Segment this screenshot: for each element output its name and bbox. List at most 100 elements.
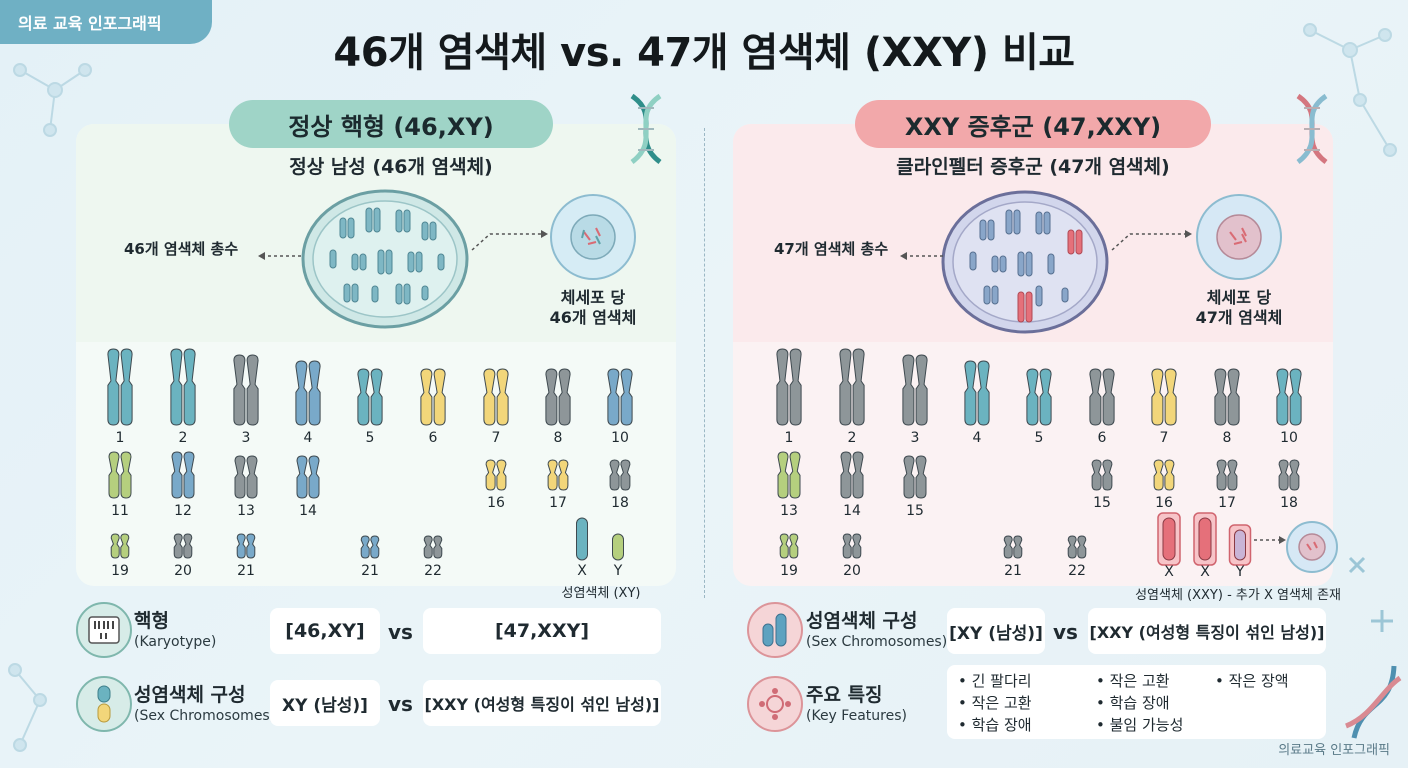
chromosome-number: 2 [178, 430, 188, 446]
category-badge: 의료 교육 인포그래픽 [0, 0, 212, 44]
normal-sex-chromosome-value: XY (남성)] [270, 680, 380, 726]
chromosome-number: 6 [1097, 430, 1107, 446]
chromosome-number: 20 [174, 563, 192, 579]
chromosome-number: 21 [361, 563, 379, 579]
chromosome-number: 3 [910, 430, 920, 446]
xxy-sex-chromosome-value: [XXY (여성형 특징이 섞인 남성)] [1088, 608, 1326, 654]
chromosome-number: 19 [780, 563, 798, 579]
x-chromosome [576, 517, 588, 561]
molecule-decoration-top-right [1303, 23, 1397, 157]
chromosome-pair [1003, 535, 1023, 559]
normal-karyotype-heading: 정상 핵형 (46,XY) [229, 100, 553, 148]
x-chromosome [1157, 512, 1181, 566]
somatic-cell-icon [1254, 521, 1338, 573]
chromosome-number: 1 [115, 430, 125, 446]
dna-icon [1344, 665, 1402, 739]
chromosome-number: 12 [174, 503, 192, 519]
chromosome-number: 14 [843, 503, 861, 519]
chromosome-pair [234, 455, 258, 499]
chromosome-pair [777, 451, 801, 499]
chromosome-number: 11 [111, 503, 129, 519]
key-features-row-title: 주요 특징 [806, 684, 883, 706]
vs-label: vs [388, 620, 413, 644]
chromosome-pair [1276, 368, 1302, 426]
chromosome-pair [842, 533, 862, 559]
arrow-icon [258, 252, 302, 260]
xxy-karyogram-chromosomes [776, 348, 1302, 566]
chromosome-pair [357, 368, 383, 426]
chromosome-pair [776, 348, 802, 426]
sex-chromosome-x-label: X [1164, 564, 1174, 580]
chromosome-pair [902, 354, 928, 426]
chromosome-number: 13 [237, 503, 255, 519]
normal-nucleus-illustration [301, 189, 469, 329]
chromosome-pair [779, 533, 799, 559]
karyotype-row-title: 핵형 [134, 610, 169, 632]
chromosome-number: 7 [491, 430, 501, 446]
chromosome-number: 6 [428, 430, 438, 446]
dna-icon [630, 93, 662, 165]
footer-credit: 의료교육 인포그래픽 [1278, 743, 1390, 758]
chromosome-pair [483, 368, 509, 426]
page-title: 46개 염색체 vs. 47개 염색체 (XXY) 비교 [333, 30, 1075, 76]
cell-label-line2: 47개 염색체 [1195, 308, 1283, 327]
chromosome-pair [1026, 368, 1052, 426]
chromosome-pair [1214, 368, 1240, 426]
chromosome-number: 5 [365, 430, 375, 446]
y-chromosome [1228, 524, 1252, 566]
chromosome-number: 2 [847, 430, 857, 446]
chromosome-pair [423, 535, 443, 559]
chromosome-number: 10 [611, 430, 629, 446]
chromosome-number: 16 [1155, 495, 1173, 511]
chromosome-pair [1151, 368, 1177, 426]
chromosome-number: 17 [1218, 495, 1236, 511]
key-features-box [947, 665, 1326, 739]
chromosome-pair [1278, 459, 1300, 491]
chromosome-pair [964, 360, 990, 426]
arrow-icon [471, 230, 548, 251]
feature-item: • 작은 장액 [1215, 672, 1289, 690]
sex-chromosome-caption: 성염색체 (XY) [561, 586, 641, 601]
extra-x-chromosome [1193, 512, 1217, 566]
chromosome-number: 15 [1093, 495, 1111, 511]
normal-karyogram-chromosomes [107, 348, 633, 561]
chromosome-pair [108, 451, 132, 499]
sex-chromosome-icon [747, 602, 803, 658]
chromosome-number: 21 [1004, 563, 1022, 579]
chromosome-number: 4 [972, 430, 982, 446]
chromosome-pair [1216, 459, 1238, 491]
sex-chromosome-row-title: 성염색체 구성 [134, 684, 246, 706]
chromosome-number: 5 [1034, 430, 1044, 446]
chromosome-number: 10 [1280, 430, 1298, 446]
key-features-icon [747, 676, 803, 732]
chromosome-pair [110, 533, 130, 559]
chromosome-pair [236, 533, 256, 559]
feature-item: • 작은 고환 [958, 694, 1032, 712]
feature-item: • 긴 팔다리 [958, 672, 1032, 690]
chromosome-pair [171, 451, 195, 499]
chromosome-number: 17 [549, 495, 567, 511]
sex-chromosome-icon [76, 676, 132, 732]
sex-chromosome-y-label: Y [613, 563, 623, 579]
plus-decoration [1348, 556, 1393, 632]
key-features-row-subtitle: (Key Features) [806, 708, 907, 724]
karyotype-icon [76, 602, 132, 658]
molecule-decoration-bottom-left [8, 663, 47, 752]
chromosome-number: 4 [303, 430, 313, 446]
total-chromosome-label: 47개 염색체 총수 [774, 240, 889, 258]
karyotype-row-subtitle: (Karyotype) [134, 634, 217, 650]
chromosome-pair [607, 368, 633, 426]
somatic-cell-icon [1196, 194, 1282, 280]
arrow-icon [1111, 230, 1192, 251]
vs-label: vs [388, 692, 413, 716]
normal-subtitle: 정상 남성 (46개 염색체) [289, 156, 493, 178]
sex-chromosome-y-label: Y [1235, 564, 1245, 580]
xxy-sex-chromosome-value: [XXY (여성형 특징이 섞인 남성)] [423, 680, 661, 726]
chromosome-pair [295, 360, 321, 426]
chromosome-pair [485, 459, 507, 491]
xxy-nucleus-illustration [941, 190, 1109, 334]
chromosome-number: 18 [1280, 495, 1298, 511]
normal-karyotype-value: [46,XY] [270, 608, 380, 654]
chromosome-number: 8 [1222, 430, 1232, 446]
chromosome-number: 16 [487, 495, 505, 511]
